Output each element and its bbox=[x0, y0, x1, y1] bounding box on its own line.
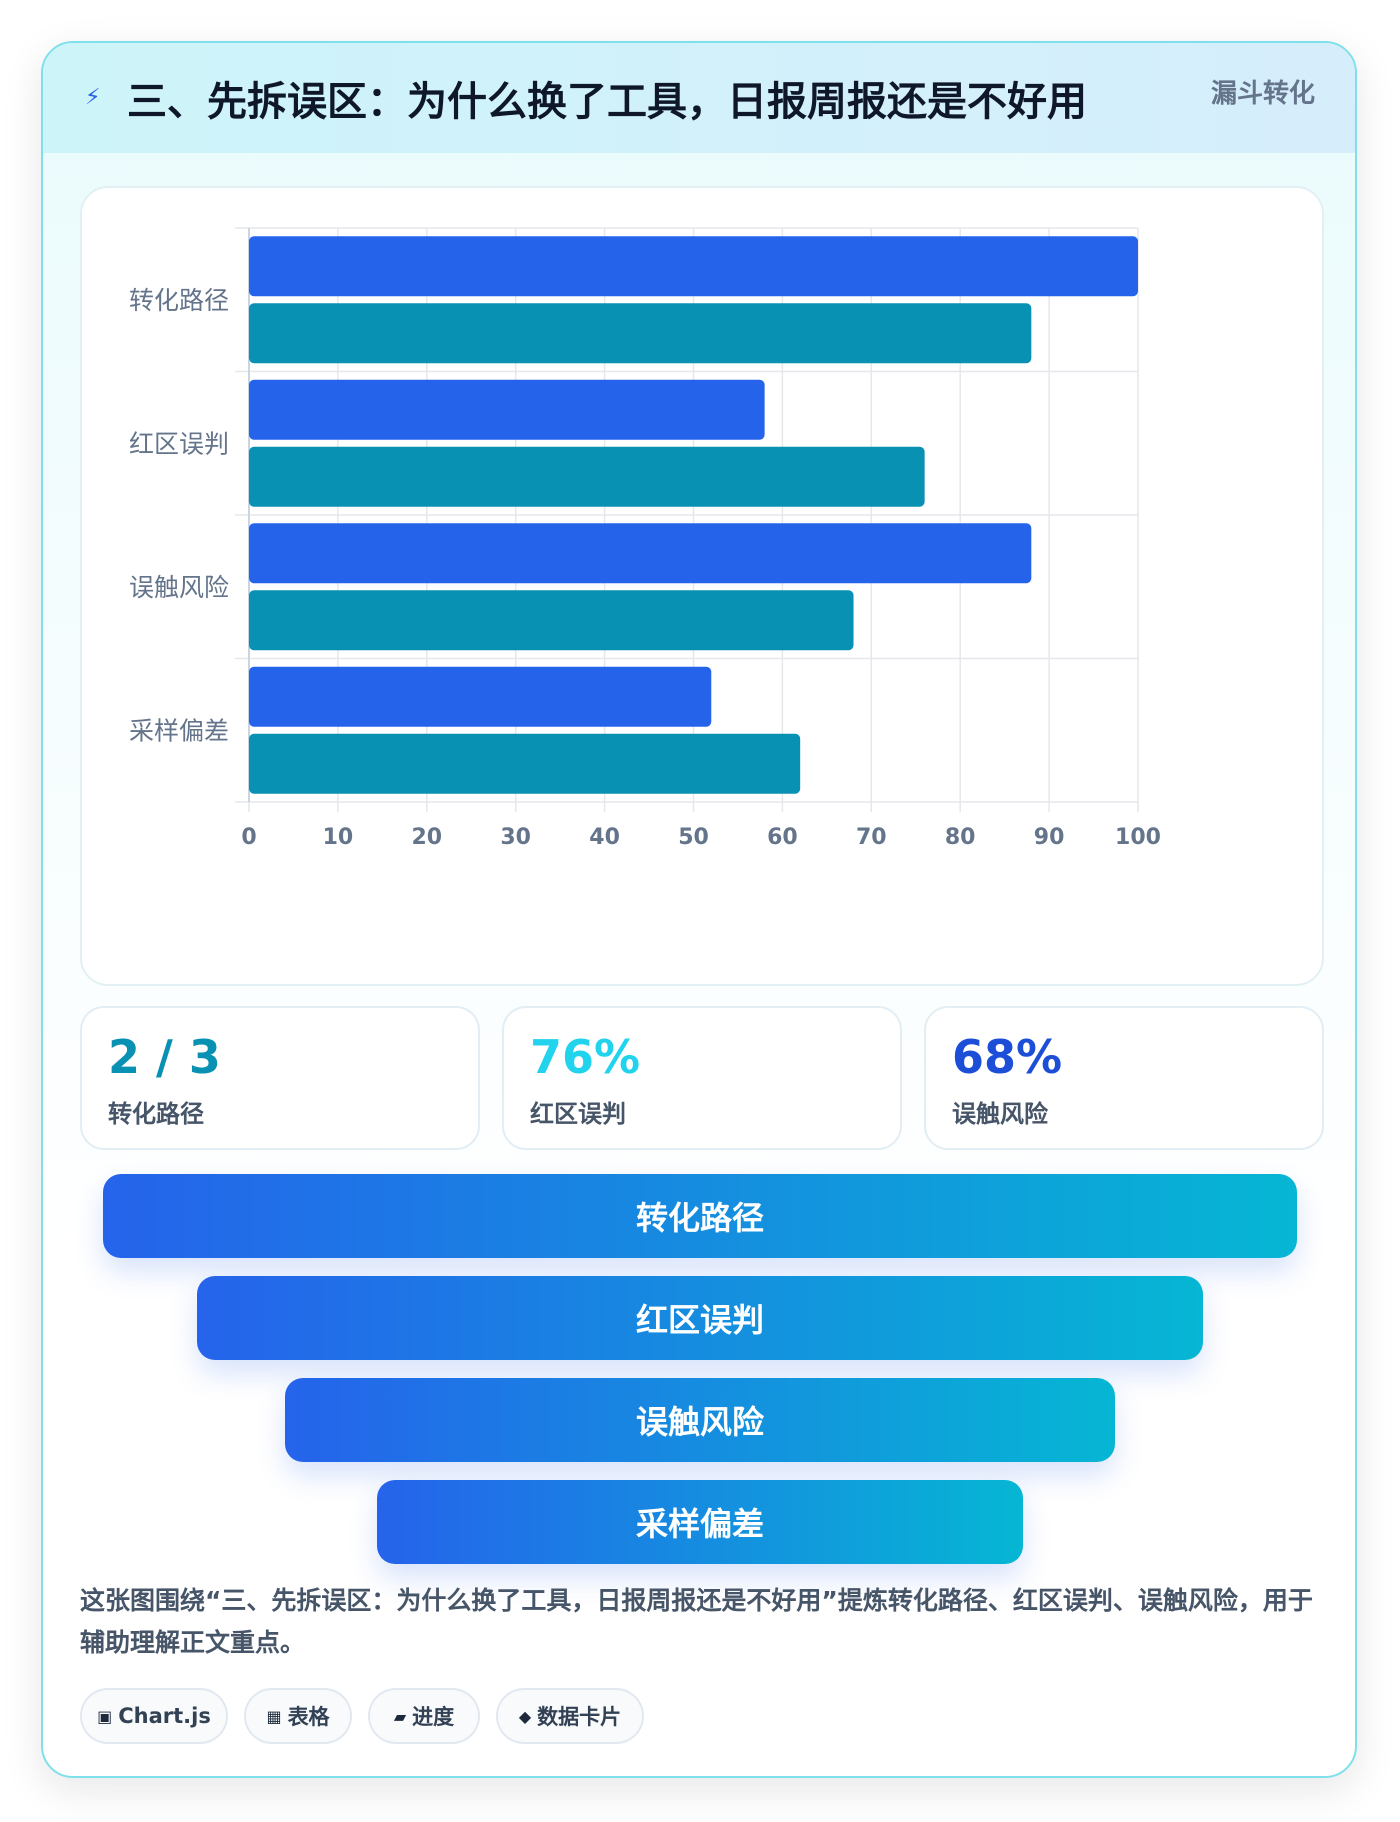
stat-label: 误触风险 bbox=[952, 1100, 1048, 1128]
caption: 这张图围绕“三、先拆误区：为什么换了工具，日报周报还是不好用”提炼转化路径、红区… bbox=[80, 1586, 1313, 1657]
tag-table[interactable]: ▦ 表格 bbox=[244, 1688, 352, 1744]
y-category-label: 采样偏差 bbox=[129, 716, 229, 745]
stat-value: 68% bbox=[952, 1030, 1063, 1084]
y-category-label: 转化路径 bbox=[129, 286, 229, 315]
stat-cards: 2 / 3 转化路径 76% 红区误判 68% 误触风险 bbox=[80, 1006, 1324, 1150]
stat-value: 2 / 3 bbox=[108, 1030, 221, 1084]
funnel-step: 转化路径 bbox=[103, 1174, 1297, 1258]
y-category-label: 红区误判 bbox=[129, 429, 229, 458]
bar bbox=[249, 523, 1032, 584]
stat-card: 76% 红区误判 bbox=[502, 1006, 902, 1150]
tag-label: 进度 bbox=[412, 1705, 455, 1729]
infographic-card: ⚡ 三、先拆误区：为什么换了工具，日报周报还是不好用 漏斗转化 0 10 20 30 4… bbox=[41, 41, 1357, 1778]
x-tick-label: 70 bbox=[856, 825, 887, 850]
tag-label: 表格 bbox=[287, 1705, 330, 1729]
bar bbox=[249, 303, 1032, 364]
x-tick-label: 60 bbox=[767, 825, 798, 850]
bar bbox=[249, 733, 801, 794]
stat-label: 转化路径 bbox=[108, 1100, 204, 1128]
chart-icon: ▣ bbox=[97, 1706, 113, 1726]
x-tick-label: 10 bbox=[323, 825, 354, 850]
funnel-step: 采样偏差 bbox=[377, 1480, 1023, 1564]
bar bbox=[249, 446, 925, 507]
tag-progress[interactable]: ▰ 进度 bbox=[368, 1688, 480, 1744]
stat-value: 76% bbox=[530, 1030, 641, 1084]
x-tick-label: 50 bbox=[678, 825, 709, 850]
stat-card: 2 / 3 转化路径 bbox=[80, 1006, 480, 1150]
table-icon: ▦ bbox=[266, 1706, 282, 1726]
stat-label: 红区误判 bbox=[530, 1100, 626, 1128]
funnel-step: 误触风险 bbox=[285, 1378, 1115, 1462]
bar bbox=[249, 236, 1138, 297]
lightning-icon: ⚡ bbox=[85, 85, 101, 110]
bar bbox=[249, 666, 712, 727]
tag-data-card[interactable]: ◆ 数据卡片 bbox=[496, 1688, 644, 1744]
chart-panel: 0 10 20 30 40 50 60 70 80 90 100 转化路径红区误判误触风险采样偏差 bbox=[80, 186, 1324, 986]
y-category-label: 误触风险 bbox=[129, 573, 229, 602]
progress-icon: ▰ bbox=[393, 1706, 407, 1726]
x-tick-label: 90 bbox=[1034, 825, 1065, 850]
bar bbox=[249, 379, 765, 440]
header-tag: 漏斗转化 bbox=[1210, 79, 1315, 109]
card-header: ⚡ 三、先拆误区：为什么换了工具，日报周报还是不好用 漏斗转化 bbox=[43, 43, 1355, 153]
bar bbox=[249, 590, 854, 651]
data-card-icon: ◆ bbox=[518, 1706, 532, 1726]
x-tick-label: 80 bbox=[945, 825, 976, 850]
x-tick-label: 0 bbox=[241, 825, 256, 850]
tag-label: 数据卡片 bbox=[537, 1705, 622, 1729]
x-tick-label: 40 bbox=[589, 825, 620, 850]
page-title: 三、先拆误区：为什么换了工具，日报周报还是不好用 bbox=[127, 79, 1087, 125]
x-tick-label: 20 bbox=[411, 825, 442, 850]
x-tick-label: 100 bbox=[1115, 825, 1161, 850]
stat-card: 68% 误触风险 bbox=[924, 1006, 1324, 1150]
tag-chartjs[interactable]: ▣ Chart.js bbox=[80, 1688, 228, 1744]
tag-label: Chart.js bbox=[118, 1704, 211, 1728]
x-tick-label: 30 bbox=[500, 825, 531, 850]
funnel-step: 红区误判 bbox=[197, 1276, 1203, 1360]
